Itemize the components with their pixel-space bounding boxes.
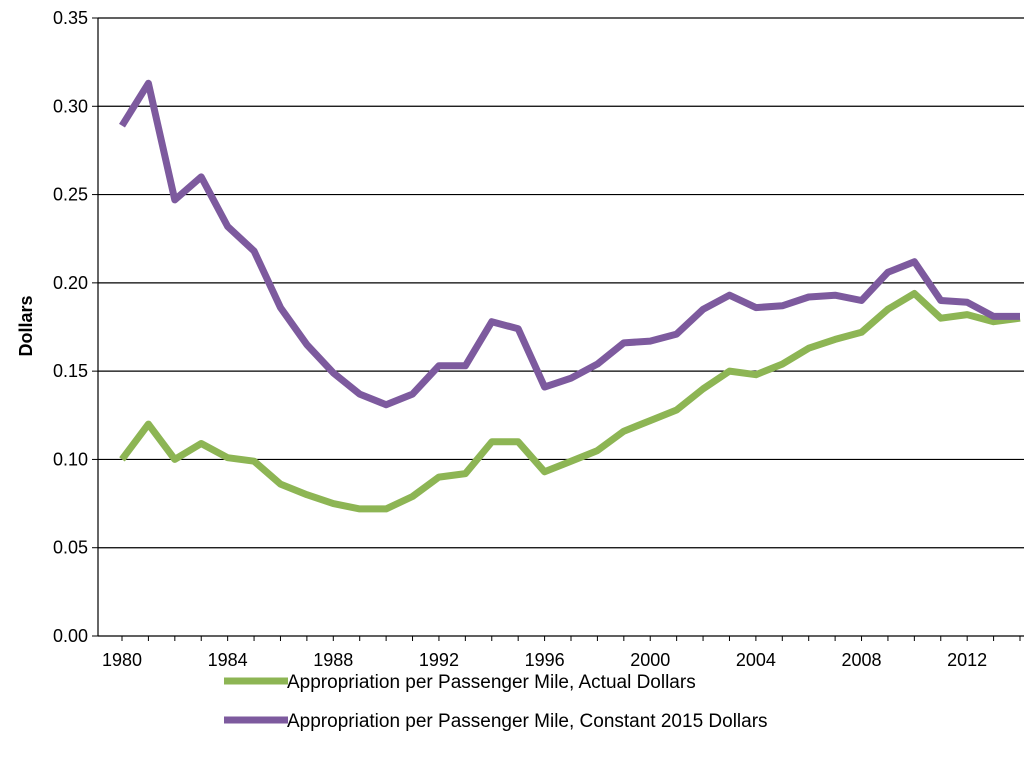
x-tick-label: 1980: [102, 650, 142, 670]
data-point: [277, 481, 283, 487]
data-point: [964, 312, 970, 318]
data-point: [383, 506, 389, 512]
data-point: [964, 299, 970, 305]
data-point: [674, 407, 680, 413]
series-lines: [119, 79, 1023, 513]
x-tick-label: 1984: [208, 650, 248, 670]
data-point: [172, 197, 178, 203]
data-point: [198, 441, 204, 447]
data-point: [225, 223, 231, 229]
data-point: [145, 80, 151, 86]
data-point: [647, 338, 653, 344]
data-point: [1017, 313, 1023, 319]
data-point: [726, 368, 732, 374]
data-point: [515, 439, 521, 445]
data-point: [119, 123, 125, 129]
data-point: [330, 501, 336, 507]
data-point: [436, 363, 442, 369]
data-point: [330, 370, 336, 376]
x-tick-label: 1992: [419, 650, 459, 670]
y-tick-label: 0.15: [53, 361, 88, 381]
y-tick-labels: 0.00 0.05 0.10 0.15 0.20 0.25 0.30 0.35: [53, 8, 88, 646]
y-tick-label: 0.00: [53, 626, 88, 646]
data-point: [542, 384, 548, 390]
data-point: [436, 474, 442, 480]
data-point: [938, 298, 944, 304]
data-point: [172, 456, 178, 462]
data-point: [594, 448, 600, 454]
data-point: [885, 306, 891, 312]
data-point: [885, 269, 891, 275]
data-point: [806, 345, 812, 351]
data-point: [489, 319, 495, 325]
data-point: [753, 305, 759, 311]
y-tick-label: 0.05: [53, 538, 88, 558]
y-tick-label: 0.25: [53, 185, 88, 205]
data-point: [832, 336, 838, 342]
x-tick-label: 2012: [947, 650, 987, 670]
data-point: [594, 361, 600, 367]
data-point: [225, 455, 231, 461]
data-point: [621, 428, 627, 434]
data-point: [357, 391, 363, 397]
data-point: [621, 340, 627, 346]
data-point: [119, 456, 125, 462]
data-point: [779, 303, 785, 309]
data-point: [859, 298, 865, 304]
data-point: [410, 391, 416, 397]
data-point: [568, 458, 574, 464]
data-point: [700, 306, 706, 312]
data-point: [700, 386, 706, 392]
x-tick-label: 2004: [736, 650, 776, 670]
data-point: [911, 259, 917, 265]
y-tick-label: 0.20: [53, 273, 88, 293]
data-point: [753, 372, 759, 378]
y-tick-label: 0.35: [53, 8, 88, 28]
data-point: [779, 361, 785, 367]
x-tick-labels: 1980 1984 1988 1992 1996 2000 2004 2008 2012: [102, 650, 987, 670]
data-point: [410, 494, 416, 500]
data-point: [304, 342, 310, 348]
legend-label-1: Appropriation per Passenger Mile, Actual…: [287, 672, 696, 693]
y-tick-label: 0.30: [53, 96, 88, 116]
data-point: [938, 315, 944, 321]
legend: Appropriation per Passenger Mile, Actual…: [224, 672, 768, 732]
data-point: [647, 418, 653, 424]
data-point: [357, 506, 363, 512]
data-point: [145, 421, 151, 427]
data-point: [991, 313, 997, 319]
data-point: [304, 492, 310, 498]
y-axis-title: Dollars: [16, 295, 36, 356]
data-point: [568, 375, 574, 381]
data-point: [462, 363, 468, 369]
data-point: [911, 290, 917, 296]
axes: [92, 17, 1024, 641]
data-point: [832, 292, 838, 298]
data-point: [726, 292, 732, 298]
data-point: [462, 471, 468, 477]
data-point: [515, 326, 521, 332]
data-point: [674, 331, 680, 337]
data-point: [251, 458, 257, 464]
legend-label-2: Appropriation per Passenger Mile, Consta…: [287, 711, 768, 732]
data-point: [251, 248, 257, 254]
y-tick-label: 0.10: [53, 449, 88, 469]
series-line-2: [119, 79, 1020, 409]
x-tick-label: 1996: [525, 650, 565, 670]
series-line-1: [119, 290, 1021, 513]
x-tick-label: 1988: [313, 650, 353, 670]
data-point: [859, 329, 865, 335]
data-point: [277, 305, 283, 311]
x-tick-label: 2000: [630, 650, 670, 670]
data-point: [489, 439, 495, 445]
data-point: [198, 174, 204, 180]
data-point: [542, 469, 548, 475]
x-tick-label: 2008: [842, 650, 882, 670]
data-point: [383, 402, 389, 408]
data-point: [806, 294, 812, 300]
